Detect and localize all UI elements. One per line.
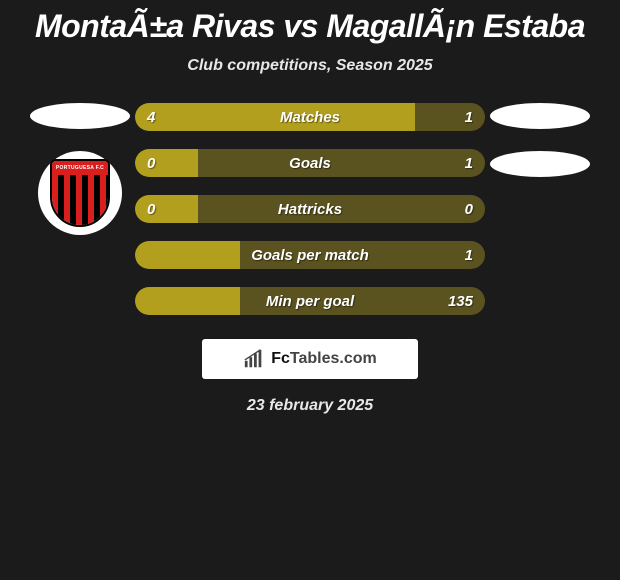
date-text: 23 february 2025 — [0, 397, 620, 415]
stat-label: Min per goal — [135, 287, 485, 315]
comparison-content: PORTUGUESA F.C 4Matches10Goals10Hattrick… — [0, 103, 620, 315]
comparison-bars: 4Matches10Goals10Hattricks0Goals per mat… — [135, 103, 485, 315]
brand-suffix: Tables.com — [290, 350, 377, 367]
stat-bar-goals: 0Goals1 — [135, 149, 485, 177]
stat-bar-goals-per-match: Goals per match1 — [135, 241, 485, 269]
shield-stripes — [52, 175, 108, 225]
subtitle: Club competitions, Season 2025 — [0, 57, 620, 75]
stat-right-value: 135 — [448, 287, 473, 315]
stat-label: Goals per match — [135, 241, 485, 269]
left-flag-icon — [30, 103, 130, 129]
club-shield-icon: PORTUGUESA F.C — [50, 159, 110, 227]
left-player-column: PORTUGUESA F.C — [25, 103, 135, 235]
stat-right-value: 0 — [465, 195, 473, 223]
stat-label: Matches — [135, 103, 485, 131]
right-flag-icon-2 — [490, 151, 590, 177]
stat-label: Goals — [135, 149, 485, 177]
shield-banner: PORTUGUESA F.C — [52, 161, 108, 175]
right-flag-icon-1 — [490, 103, 590, 129]
bar-chart-icon — [243, 348, 265, 370]
stat-bar-matches: 4Matches1 — [135, 103, 485, 131]
stat-right-value: 1 — [465, 103, 473, 131]
brand-badge: FcTables.com — [202, 339, 418, 379]
brand-prefix: Fc — [271, 350, 290, 367]
page-title: MontaÃ±a Rivas vs MagallÃ¡n Estaba — [0, 0, 620, 45]
stat-right-value: 1 — [465, 241, 473, 269]
right-player-column — [485, 103, 595, 177]
stat-label: Hattricks — [135, 195, 485, 223]
left-club-badge: PORTUGUESA F.C — [38, 151, 122, 235]
stat-bar-min-per-goal: Min per goal135 — [135, 287, 485, 315]
stat-right-value: 1 — [465, 149, 473, 177]
stat-bar-hattricks: 0Hattricks0 — [135, 195, 485, 223]
brand-text: FcTables.com — [271, 350, 377, 368]
